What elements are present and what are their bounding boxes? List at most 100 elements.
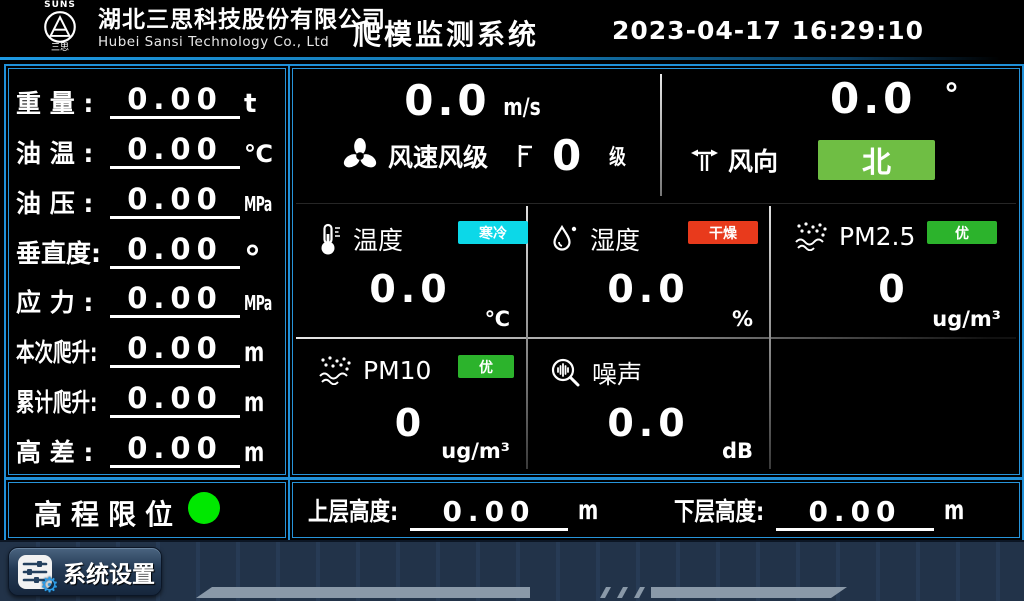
water-drop-icon (553, 224, 577, 251)
grid-divider-horizontal (296, 337, 1016, 339)
metric-label: 高 差 : (16, 438, 94, 468)
metric-label: 垂直度: (16, 238, 101, 268)
system-settings-button[interactable]: ⚙ 系统设置 (8, 547, 162, 596)
status-badge: 干燥 (688, 221, 758, 244)
sensor-unit: ug/m³ (932, 307, 1001, 331)
wind-speed-label: 风速风级 (388, 143, 489, 172)
noise-meter-icon (551, 358, 580, 387)
wind-grade-unit: 级 (609, 145, 627, 169)
metric-row-oil-pressure: 油 压 : 0.00 MPa (16, 175, 280, 219)
metric-value: 0.00 (110, 182, 240, 219)
lower-height-unit: m (943, 494, 965, 526)
sensor-name: PM10 (363, 355, 432, 385)
sensor-cell-noise: 噪声 0.0 dB (528, 339, 769, 469)
taskbar-decoration (617, 587, 628, 598)
metric-value: 0.00 (110, 431, 240, 469)
sensor-cell-temperature: 温度 寒冷 0.0 ℃ (295, 205, 528, 337)
wind-direction-unit: ° (944, 78, 959, 113)
metric-row-verticality: 垂直度: 0.00 ° (16, 225, 280, 279)
metric-value: 0.00 (110, 381, 240, 419)
elevation-limit-panel: 高程限位 (4, 478, 290, 542)
header: SUNS 三思 湖北三思科技股份有限公司 Hubei Sansi Technol… (0, 0, 1024, 60)
wind-speed-section: 0.0 m/s 风速风级 0 级 (290, 66, 660, 203)
metric-unit: t (244, 88, 257, 119)
sensor-unit: % (731, 307, 753, 331)
sensor-value: 0 (878, 267, 910, 311)
sensor-name: 噪声 (592, 360, 643, 389)
taskbar-decoration (600, 587, 611, 598)
dust-particles-icon (319, 356, 351, 385)
metric-label: 油 温 : (16, 138, 94, 168)
metric-unit: MPa (244, 191, 272, 216)
taskbar-decoration (634, 587, 645, 598)
wind-direction-section: 0.0 ° 风向 北 (662, 66, 1020, 203)
metric-unit: ° (244, 238, 261, 279)
metric-label: 应 力 : (16, 288, 94, 318)
lower-height-group: 下层高度: 0.00 m (674, 480, 1014, 540)
metric-value: 0.00 (110, 232, 240, 269)
company-logo: SUNS 三思 (24, 0, 96, 57)
metric-label: 累计爬升: (16, 388, 98, 418)
header-divider (0, 57, 1000, 60)
metric-unit: ℃ (244, 139, 274, 168)
metric-row-weight: 重 量 : 0.00 t (16, 75, 280, 119)
metric-unit: m (244, 387, 265, 419)
elevation-limit-label: 高程限位 (34, 498, 183, 531)
metric-row-total-climb: 累计爬升: 0.00 m (16, 374, 280, 419)
gear-icon: ⚙ (40, 572, 59, 597)
sensor-cell-pm25: PM2.5 优 0 ug/m³ (771, 205, 1017, 337)
sensor-value: 0.0 (369, 267, 452, 311)
grid-divider-vertical-2 (769, 206, 771, 469)
settings-sliders-icon: ⚙ (17, 554, 59, 595)
taskbar: ⚙ 系统设置 (0, 540, 1024, 601)
metric-label: 本次爬升: (16, 338, 98, 368)
wind-section-divider (660, 74, 662, 196)
sensor-unit: ℃ (484, 307, 510, 331)
fan-icon (343, 138, 377, 168)
metric-value: 0.00 (110, 82, 240, 119)
thermometer-icon (321, 223, 340, 255)
wind-direction-badge: 北 (818, 140, 936, 180)
wind-grade-value: 0 (552, 131, 582, 180)
metric-row-stress: 应 力 : 0.00 MPa (16, 274, 280, 319)
metric-unit: m (244, 337, 265, 369)
heights-panel: 上层高度: 0.00 m 下层高度: 0.00 m (288, 478, 1024, 542)
metric-row-height-diff: 高 差 : 0.00 m (16, 424, 280, 469)
sensor-name: 湿度 (590, 226, 641, 255)
logo-suns-text: SUNS (44, 0, 76, 10)
sensor-cell-pm10: PM10 优 0 ug/m³ (295, 339, 526, 469)
metric-row-current-climb: 本次爬升: 0.00 m (16, 324, 280, 369)
status-badge: 优 (458, 355, 514, 378)
wind-direction-label: 风向 (728, 147, 779, 176)
logo-mark-icon (44, 11, 76, 43)
environment-panel: 0.0 m/s 风速风级 0 级 0.0 ° (288, 64, 1024, 479)
wind-direction-value: 0.0 (830, 74, 917, 123)
upper-height-group: 上层高度: 0.00 m (308, 480, 648, 540)
metric-value: 0.00 (110, 281, 240, 319)
metric-value: 0.00 (110, 331, 240, 369)
sensor-value: 0 (394, 401, 427, 445)
company-name-en: Hubei Sansi Technology Co., Ltd (98, 34, 330, 50)
settings-button-label: 系统设置 (63, 561, 155, 588)
company-name: 湖北三思科技股份有限公司 Hubei Sansi Technology Co.,… (98, 6, 386, 51)
taskbar-decoration (196, 587, 530, 598)
metrics-panel: 重 量 : 0.00 t 油 温 : 0.00 ℃ 油 压 : 0.00 MPa… (4, 64, 290, 479)
lower-height-label: 下层高度: (674, 497, 765, 526)
metric-row-oil-temp: 油 温 : 0.00 ℃ (16, 125, 280, 169)
logo-cn-text: 三思 (50, 43, 69, 53)
sensor-value: 0.0 (607, 267, 690, 311)
taskbar-decoration (651, 587, 847, 598)
grid-divider-vertical-1 (526, 206, 528, 469)
metric-value: 0.00 (110, 132, 240, 169)
sensor-unit: dB (721, 439, 753, 463)
status-badge: 优 (927, 221, 997, 244)
metric-label: 重 量 : (16, 88, 94, 118)
wind-speed-value: 0.0 (404, 76, 491, 125)
elevation-limit-status-light (188, 492, 220, 524)
page-title: 爬模监测系统 (353, 18, 540, 51)
sensor-cell-humidity: 湿度 干燥 0.0 % (528, 205, 769, 337)
lower-height-value: 0.00 (776, 495, 934, 531)
dust-particles-icon (795, 222, 827, 251)
metric-unit: m (244, 437, 265, 469)
grid-divider-top (296, 203, 1016, 204)
